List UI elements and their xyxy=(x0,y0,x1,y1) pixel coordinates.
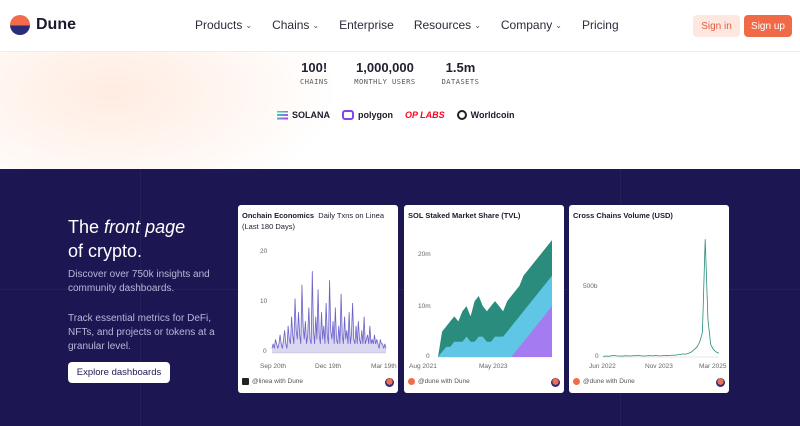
chart-footer: @linea with Dune xyxy=(242,378,303,385)
chart-title: Cross Chains Volume (USD) xyxy=(573,211,673,220)
x-tick-label: Sep 20th xyxy=(260,363,287,370)
footer-text: @dune with Dune xyxy=(583,378,635,385)
stat-monthly-users: 1,000,000 MONTHLY USERS xyxy=(354,60,415,86)
nav-link-pricing[interactable]: Pricing xyxy=(582,18,619,32)
bg-grid-line xyxy=(140,169,141,426)
series-area-violet xyxy=(438,306,552,357)
chart-footer: @dune with Dune xyxy=(408,378,470,385)
partner-solana: SOLANA xyxy=(277,110,330,120)
nav-link-products[interactable]: Products ⌄ xyxy=(195,18,252,32)
stat-value: 1,000,000 xyxy=(356,60,414,75)
stats-section: 100! CHAINS 1,000,000 MONTHLY USERS 1.5m… xyxy=(0,52,800,169)
stat-value: 100! xyxy=(301,60,328,75)
x-tick-label: Jun 2022 xyxy=(589,363,616,370)
nav-link-chains[interactable]: Chains ⌄ xyxy=(272,18,319,32)
chevron-down-icon: ⌄ xyxy=(555,20,562,30)
partner-polygon: polygon xyxy=(342,110,393,120)
y-tick-label: 0 xyxy=(426,353,430,360)
title-suffix: of crypto. xyxy=(68,241,143,261)
chevron-down-icon: ⌄ xyxy=(245,20,253,30)
series-line xyxy=(271,271,387,349)
chart-title-text: Onchain Economics xyxy=(242,211,315,220)
hero-title: The front page of crypto. xyxy=(68,215,185,263)
nav-link-company[interactable]: Company ⌄ xyxy=(501,18,562,32)
x-logo-icon xyxy=(242,378,249,385)
y-tick-label: 20 xyxy=(260,248,268,255)
bg-grid-line xyxy=(0,289,800,290)
solana-logo-icon xyxy=(277,110,288,120)
y-tick-label: 10m xyxy=(418,303,431,310)
y-tick-label: 20m xyxy=(418,251,431,258)
nav-link-enterprise[interactable]: Enterprise xyxy=(339,18,394,32)
partner-op-labs: OP LABS xyxy=(405,110,445,120)
stat-label: MONTHLY USERS xyxy=(354,78,416,86)
x-tick-label: Aug 2021 xyxy=(409,363,437,370)
x-tick-label: May 2023 xyxy=(479,363,508,370)
stat-label: CHAINS xyxy=(300,78,329,86)
worldcoin-logo-icon xyxy=(456,110,467,120)
partner-logos: SOLANA polygon OP LABS Worldcoin xyxy=(277,110,515,120)
partner-name: OP LABS xyxy=(405,110,445,120)
nav-link-label: Company xyxy=(500,18,553,32)
top-nav: Dune Products ⌄ Chains ⌄ Enterprise Resour… xyxy=(0,0,800,52)
stat-datasets: 1.5m DATASETS xyxy=(442,60,480,86)
chart-footer: @dune with Dune xyxy=(573,378,635,385)
sol-staked-chart xyxy=(438,240,552,358)
chart-card-linea[interactable]: Onchain Economics Daily Txns on Linea (L… xyxy=(238,205,398,393)
chart-subtitle-2: (Last 180 Days) xyxy=(242,222,295,231)
dune-badge-icon xyxy=(385,378,394,387)
partner-worldcoin: Worldcoin xyxy=(456,110,515,120)
nav-link-label: Enterprise xyxy=(339,18,394,32)
hero-description: Discover over 750k insights and communit… xyxy=(68,269,210,294)
dune-logo-icon xyxy=(408,378,415,385)
x-tick-label: Dec 19th xyxy=(315,363,342,370)
nav-link-label: Pricing xyxy=(581,18,619,32)
hero-description-2: Track essential metrics for DeFi, NFTs, … xyxy=(68,313,215,352)
x-tick-label: Nov 2023 xyxy=(645,363,673,370)
partner-name: polygon xyxy=(358,110,393,120)
series-line xyxy=(602,239,720,357)
brand-name: Dune xyxy=(36,16,76,33)
cross-chains-chart xyxy=(602,239,720,358)
nav-links: Products ⌄ Chains ⌄ Enterprise Resources ⌄ … xyxy=(195,18,639,32)
dune-badge-icon xyxy=(551,378,560,387)
y-tick-label: 0 xyxy=(263,348,267,355)
chart-title: Onchain Economics Daily Txns on Linea (L… xyxy=(242,210,384,232)
title-prefix: The xyxy=(68,217,100,237)
title-emphasis: front page xyxy=(104,217,186,237)
chart-title: SOL Staked Market Share (TVL) xyxy=(408,211,521,220)
nav-link-resources[interactable]: Resources ⌄ xyxy=(414,18,481,32)
nav-link-label: Products xyxy=(195,18,243,32)
linea-txns-chart xyxy=(271,271,387,354)
brand-logo[interactable]: Dune xyxy=(10,15,76,35)
sign-up-button[interactable]: Sign up xyxy=(744,15,792,37)
stats-row: 100! CHAINS 1,000,000 MONTHLY USERS 1.5m… xyxy=(300,60,479,86)
nav-link-label: Resources xyxy=(413,18,472,32)
chevron-down-icon: ⌄ xyxy=(474,20,481,30)
stat-value: 1.5m xyxy=(445,60,476,75)
stat-label: DATASETS xyxy=(441,78,480,86)
nav-link-label: Chains xyxy=(272,18,310,32)
dune-logo-icon xyxy=(10,15,30,35)
dune-logo-icon xyxy=(573,378,580,385)
x-tick-label: Mar 2025 xyxy=(699,363,727,370)
partner-name: Worldcoin xyxy=(470,110,515,120)
polygon-logo-icon xyxy=(342,110,354,120)
y-tick-label: 500b xyxy=(583,283,598,290)
explore-dashboards-button[interactable]: Explore dashboards xyxy=(68,362,170,383)
chart-card-cross-chains[interactable]: Cross Chains Volume (USD) 500b 0 Jun 202… xyxy=(569,205,729,393)
x-tick-label: Mar 19th xyxy=(371,363,397,370)
y-tick-label: 0 xyxy=(595,353,599,360)
chevron-down-icon: ⌄ xyxy=(312,20,320,30)
chart-card-sol-staked[interactable]: SOL Staked Market Share (TVL) 20m 10m 0 … xyxy=(404,205,564,393)
footer-text: @linea with Dune xyxy=(252,378,304,385)
stat-chains: 100! CHAINS xyxy=(300,60,328,86)
sign-in-button[interactable]: Sign in xyxy=(693,15,740,37)
chart-subtitle: Daily Txns on Linea xyxy=(318,211,385,220)
partner-name: SOLANA xyxy=(292,110,330,120)
footer-text: @dune with Dune xyxy=(418,378,470,385)
y-tick-label: 10 xyxy=(260,298,268,305)
dune-badge-icon xyxy=(716,378,725,387)
